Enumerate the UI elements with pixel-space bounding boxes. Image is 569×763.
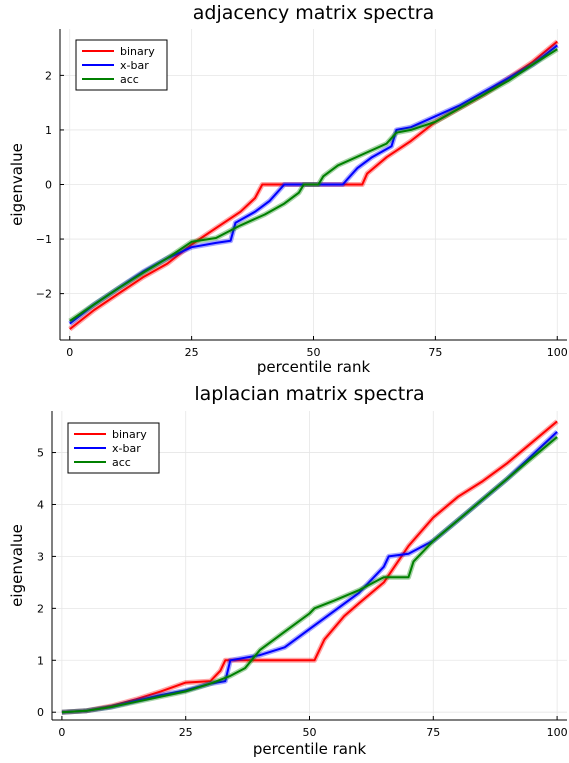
legend-label-acc: acc xyxy=(120,73,139,86)
chart-panel-1: 0 25 50 75 100 0 1 2 3 4 5 laplacian matrix spectra… xyxy=(8,383,568,758)
legend-label-binary: binary xyxy=(120,45,155,58)
y-tick-label-1: 1 xyxy=(37,654,44,667)
y-tick-label-4: 4 xyxy=(37,498,44,511)
chart-title: adjacency matrix spectra xyxy=(193,2,435,24)
y-tick-label-2: 2 xyxy=(37,602,44,615)
x-tick-label-3: 75 xyxy=(426,726,440,739)
x-tick-label-1: 25 xyxy=(179,726,193,739)
legend-label-acc: acc xyxy=(112,456,131,469)
y-axis-label: eigenvalue xyxy=(8,524,26,607)
chart-title: laplacian matrix spectra xyxy=(194,383,424,405)
x-tick-label-0: 0 xyxy=(58,726,65,739)
y-axis-label: eigenvalue xyxy=(8,143,26,226)
x-axis-label: percentile rank xyxy=(257,358,371,376)
x-axis-label: percentile rank xyxy=(253,740,367,758)
series-line-binary xyxy=(61,420,558,714)
y-tick-label-3: 1 xyxy=(45,124,52,137)
y-tick-label-1: −1 xyxy=(36,233,52,246)
x-tick-label-4: 100 xyxy=(547,726,568,739)
x-tick-label-1: 25 xyxy=(185,346,199,359)
y-tick-label-3: 3 xyxy=(37,550,44,563)
legend-box xyxy=(67,422,160,474)
x-tick-label-2: 50 xyxy=(307,346,321,359)
y-tick-label-0: −2 xyxy=(36,288,52,301)
legend-label-x-bar: x-bar xyxy=(120,59,149,72)
legend-label-x-bar: x-bar xyxy=(112,442,141,455)
x-tick-label-2: 50 xyxy=(303,726,317,739)
y-tick-label-4: 2 xyxy=(45,69,52,82)
y-tick-label-2: 0 xyxy=(45,179,52,192)
series-line-acc xyxy=(61,436,558,714)
x-tick-label-0: 0 xyxy=(66,346,73,359)
chart-panel-0: 0 25 50 75 100 −2 −1 0 1 2 adjacency matrix spectr… xyxy=(8,2,568,376)
y-tick-label-0: 0 xyxy=(37,706,44,719)
x-tick-label-4: 100 xyxy=(547,346,568,359)
legend-label-binary: binary xyxy=(112,428,147,441)
series-line-acc xyxy=(69,48,558,322)
x-tick-label-3: 75 xyxy=(428,346,442,359)
y-tick-label-5: 5 xyxy=(37,447,44,460)
